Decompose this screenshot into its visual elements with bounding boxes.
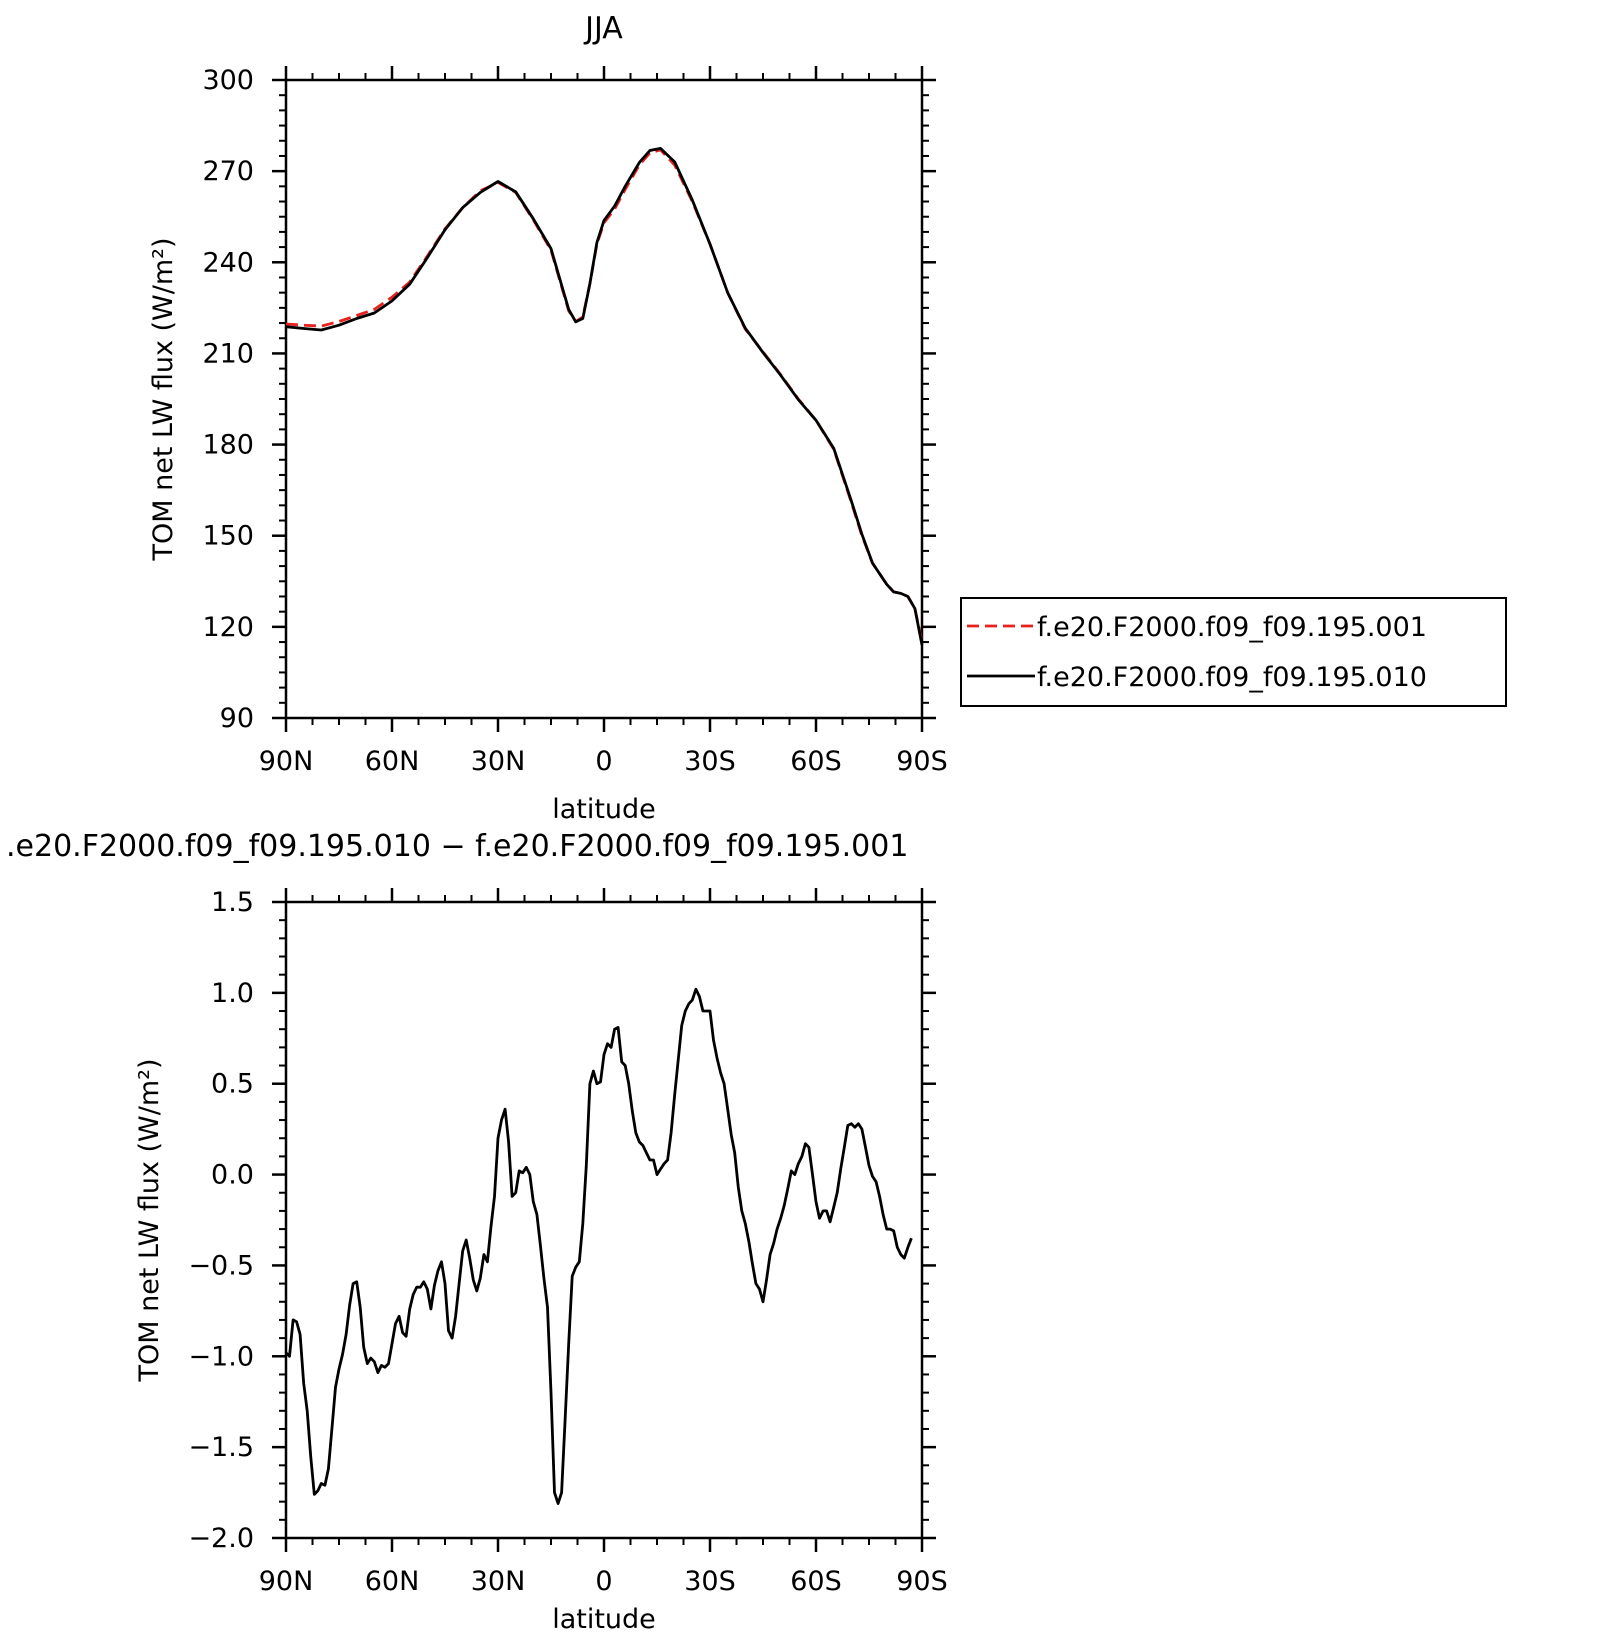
y-tick-label: −0.5: [188, 1250, 254, 1281]
legend-entry-1: f.e20.F2000.f09_f09.195.010: [1037, 662, 1427, 693]
y-tick-label: 300: [202, 65, 254, 96]
x-tick-label: 30N: [471, 746, 526, 777]
legend: f.e20.F2000.f09_f09.195.001 f.e20.F2000.f…: [960, 597, 1507, 707]
x-tick-label: 0: [595, 746, 612, 777]
chart-title: .e20.F2000.f09_f09.195.010 − f.e20.F2000…: [6, 829, 908, 864]
series-line-1: [285, 147, 924, 646]
y-tick-label: −1.5: [188, 1432, 254, 1463]
x-axis-label: latitude: [552, 1604, 656, 1635]
x-axis-label: latitude: [552, 794, 656, 825]
x-tick-label: 30S: [684, 746, 736, 777]
series-line-0: [284, 987, 913, 1505]
x-tick-label: 60S: [790, 746, 842, 777]
x-tick-label: 30S: [684, 1566, 736, 1597]
x-tick-label: 60S: [790, 1566, 842, 1597]
y-tick-label: 1.5: [211, 887, 254, 918]
legend-entry-0: f.e20.F2000.f09_f09.195.001: [1037, 612, 1427, 643]
y-tick-label: 0.0: [211, 1160, 254, 1191]
bottom-panel: .e20.F2000.f09_f09.195.010 − f.e20.F2000…: [6, 829, 948, 1635]
y-tick-label: −2.0: [188, 1523, 254, 1554]
y-tick-label: −1.0: [188, 1341, 254, 1372]
y-tick-label: 150: [202, 521, 254, 552]
top-panel: JJA 90N 60N 30N 0 30S 60S 90S 90 120 150 180 210 240 2…: [148, 11, 948, 825]
plot-frame: [284, 78, 924, 720]
y-tick-label: 120: [202, 612, 254, 643]
y-tick-label: 90: [220, 703, 254, 734]
x-tick-label: 90N: [259, 746, 314, 777]
x-tick-label: 60N: [365, 1566, 420, 1597]
x-tick-label: 90S: [896, 746, 948, 777]
x-tick-label: 90N: [259, 1566, 314, 1597]
chart-title: JJA: [583, 11, 623, 46]
x-tick-label: 90S: [896, 1566, 948, 1597]
x-tick-label: 60N: [365, 746, 420, 777]
x-tick-label: 0: [595, 1566, 612, 1597]
y-tick-label: 240: [202, 247, 254, 278]
plot-frame: [284, 900, 924, 1540]
y-tick-label: 1.0: [211, 978, 254, 1009]
y-tick-label: 210: [202, 338, 254, 369]
x-tick-label: 30N: [471, 1566, 526, 1597]
y-tick-label: 180: [202, 430, 254, 461]
y-axis-label: TOM net LW flux (W/m²): [148, 237, 179, 561]
y-tick-label: 270: [202, 156, 254, 187]
legend-box: [960, 597, 1507, 707]
y-tick-label: 0.5: [211, 1069, 254, 1100]
y-axis-label: TOM net LW flux (W/m²): [134, 1058, 165, 1382]
